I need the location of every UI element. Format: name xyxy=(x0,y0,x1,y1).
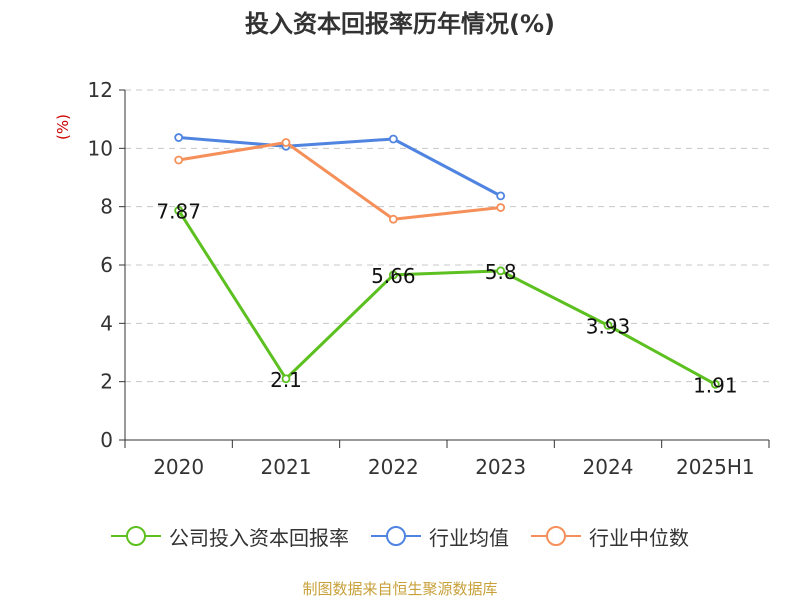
data-source-note: 制图数据来自恒生聚源数据库 xyxy=(302,580,498,598)
series-line xyxy=(178,141,501,221)
y-tick-label: 0 xyxy=(100,428,113,452)
data-point xyxy=(496,266,506,276)
data-point xyxy=(388,214,398,224)
data-point xyxy=(174,133,184,142)
legend-item: 公司投入资本回报率 xyxy=(111,522,349,551)
y-axis-label: (%) xyxy=(54,114,72,140)
legend-item: 行业均值 xyxy=(371,522,509,551)
data-point xyxy=(603,320,613,330)
data-point xyxy=(388,134,398,144)
y-tick-label: 8 xyxy=(100,195,113,219)
legend-marker-icon xyxy=(111,526,161,546)
data-point xyxy=(496,191,506,201)
x-tick-label: 2024 xyxy=(583,455,634,479)
y-tick-label: 4 xyxy=(100,311,113,335)
data-point xyxy=(281,374,291,384)
data-label: 5.66 xyxy=(371,264,416,288)
x-tick-label: 2020 xyxy=(153,455,204,479)
y-tick-label: 2 xyxy=(100,370,113,394)
data-point xyxy=(174,206,184,215)
legend-label: 行业均值 xyxy=(429,525,509,550)
data-label: 7.87 xyxy=(156,199,201,223)
series-line xyxy=(177,209,717,386)
y-tick-label: 6 xyxy=(100,253,113,277)
data-point xyxy=(388,270,398,280)
data-label: 3.93 xyxy=(586,314,631,338)
legend-label: 行业中位数 xyxy=(589,525,689,550)
chart-legend: 公司投入资本回报率 行业均值 行业中位数 xyxy=(0,518,800,554)
legend-label: 公司投入资本回报率 xyxy=(169,525,349,550)
data-label: 2.1 xyxy=(270,368,302,392)
data-point xyxy=(281,138,291,147)
data-point xyxy=(710,379,720,389)
legend-item: 行业中位数 xyxy=(531,522,689,551)
x-tick-label: 2025H1 xyxy=(676,455,755,479)
chart-title: 投入资本回报率历年情况(%) xyxy=(245,10,555,38)
x-tick-label: 2021 xyxy=(261,455,312,479)
data-point xyxy=(496,203,506,212)
data-label: 5.8 xyxy=(485,260,517,284)
x-tick-label: 2022 xyxy=(368,455,419,479)
data-point xyxy=(174,155,184,165)
legend-marker-icon xyxy=(371,526,421,546)
legend-marker-icon xyxy=(531,526,581,546)
series-line xyxy=(178,136,502,198)
x-tick-label: 2023 xyxy=(475,455,526,479)
y-tick-label: 12 xyxy=(88,78,113,102)
data-label: 1.91 xyxy=(693,373,738,397)
y-tick-label: 10 xyxy=(88,136,113,160)
